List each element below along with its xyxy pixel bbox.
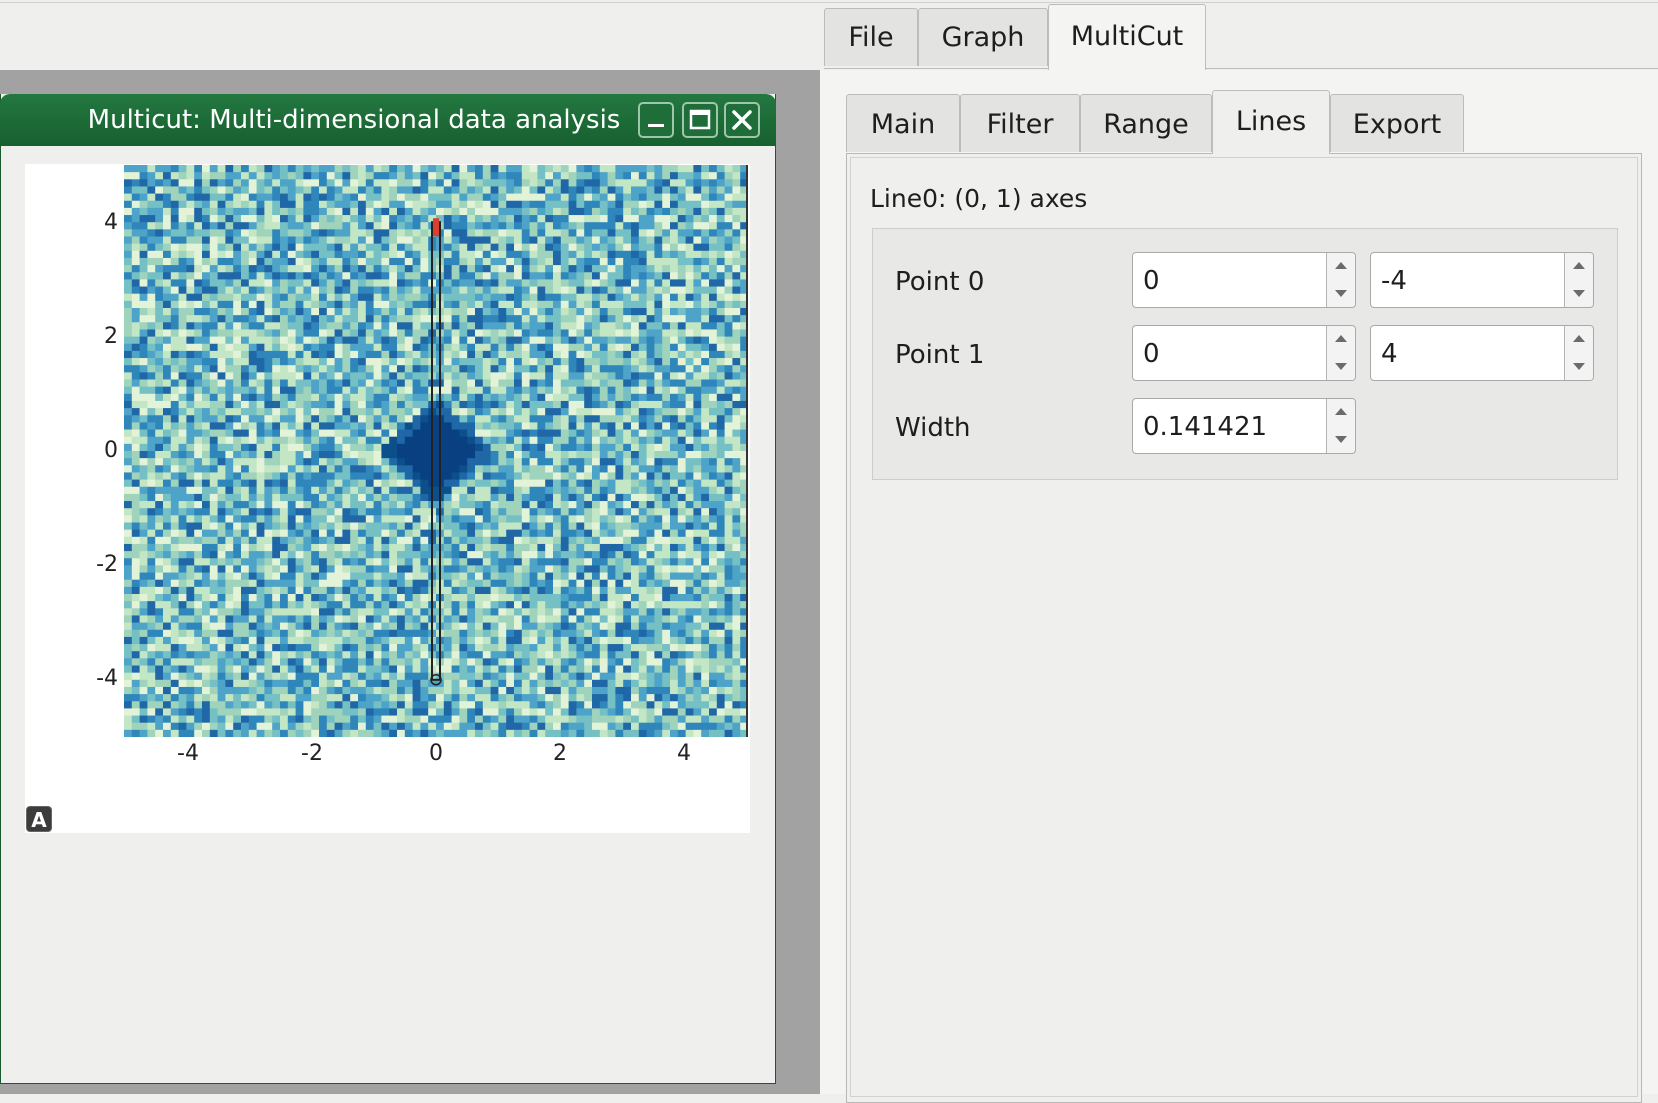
- spin-down-icon[interactable]: [1565, 280, 1593, 307]
- point0-x-value[interactable]: 0: [1143, 266, 1160, 296]
- spin-buttons: [1564, 326, 1593, 380]
- minimize-icon[interactable]: [638, 102, 674, 138]
- spin-up-icon[interactable]: [1565, 253, 1593, 280]
- x-tick-label: 4: [677, 741, 691, 766]
- y-tick-label: 4: [104, 210, 118, 235]
- spin-buttons: [1564, 253, 1593, 307]
- top-divider: [0, 2, 1658, 3]
- maximize-icon[interactable]: [682, 102, 718, 138]
- point0-label: Point 0: [895, 267, 985, 297]
- y-tick-label: 0: [104, 438, 118, 463]
- spin-up-icon[interactable]: [1327, 399, 1355, 426]
- spin-up-icon[interactable]: [1565, 326, 1593, 353]
- tab-filter[interactable]: Filter: [960, 94, 1080, 152]
- spin-buttons: [1326, 253, 1355, 307]
- panel-splitter[interactable]: [820, 70, 824, 1094]
- tab-multicut[interactable]: MultiCut: [1048, 4, 1206, 70]
- y-tick-label: 2: [104, 324, 118, 349]
- x-tick-label: -4: [177, 741, 199, 766]
- tab-export[interactable]: Export: [1330, 94, 1464, 152]
- spin-down-icon[interactable]: [1327, 426, 1355, 453]
- close-icon[interactable]: [724, 102, 760, 138]
- point1-x-value[interactable]: 0: [1143, 339, 1160, 369]
- point0-y-spinbox[interactable]: -4: [1370, 252, 1594, 308]
- tab-lines[interactable]: Lines: [1212, 90, 1330, 154]
- heatmap-svg[interactable]: [124, 165, 748, 737]
- spin-buttons: [1326, 399, 1355, 453]
- plot-right-edge: [746, 165, 748, 737]
- tab-graph[interactable]: Graph: [918, 8, 1048, 66]
- spin-down-icon[interactable]: [1565, 353, 1593, 380]
- point1-x-spinbox[interactable]: 0: [1132, 325, 1356, 381]
- spin-up-icon[interactable]: [1327, 253, 1355, 280]
- subwindow-titlebar[interactable]: Multicut: Multi-dimensional data analysi…: [0, 94, 776, 146]
- point0-y-value[interactable]: -4: [1381, 266, 1407, 296]
- line-end-marker: [433, 218, 439, 237]
- x-tick-label: 0: [429, 741, 443, 766]
- spin-down-icon[interactable]: [1327, 280, 1355, 307]
- tab-file[interactable]: File: [824, 8, 918, 66]
- autoscale-icon[interactable]: A: [26, 806, 52, 832]
- x-tick-label: -2: [301, 741, 323, 766]
- spin-up-icon[interactable]: [1327, 326, 1355, 353]
- subwindow-title: Multicut: Multi-dimensional data analysi…: [87, 105, 621, 135]
- width-spinbox[interactable]: 0.141421: [1132, 398, 1356, 454]
- tab-main[interactable]: Main: [846, 94, 960, 152]
- spin-buttons: [1326, 326, 1355, 380]
- heatmap-image[interactable]: [124, 165, 748, 737]
- point1-y-value[interactable]: 4: [1381, 339, 1398, 369]
- tab-range[interactable]: Range: [1080, 94, 1212, 152]
- x-tick-label: 2: [553, 741, 567, 766]
- point1-y-spinbox[interactable]: 4: [1370, 325, 1594, 381]
- point0-x-spinbox[interactable]: 0: [1132, 252, 1356, 308]
- line-start-handle: [430, 674, 442, 686]
- point1-label: Point 1: [895, 340, 985, 370]
- width-label: Width: [895, 413, 971, 443]
- y-tick-label: -4: [96, 666, 118, 691]
- tab-bar-underline: [824, 68, 1658, 69]
- spin-down-icon[interactable]: [1327, 353, 1355, 380]
- width-value[interactable]: 0.141421: [1143, 412, 1268, 442]
- line-group-title: Line0: (0, 1) axes: [870, 184, 1088, 213]
- y-tick-label: -2: [96, 552, 118, 577]
